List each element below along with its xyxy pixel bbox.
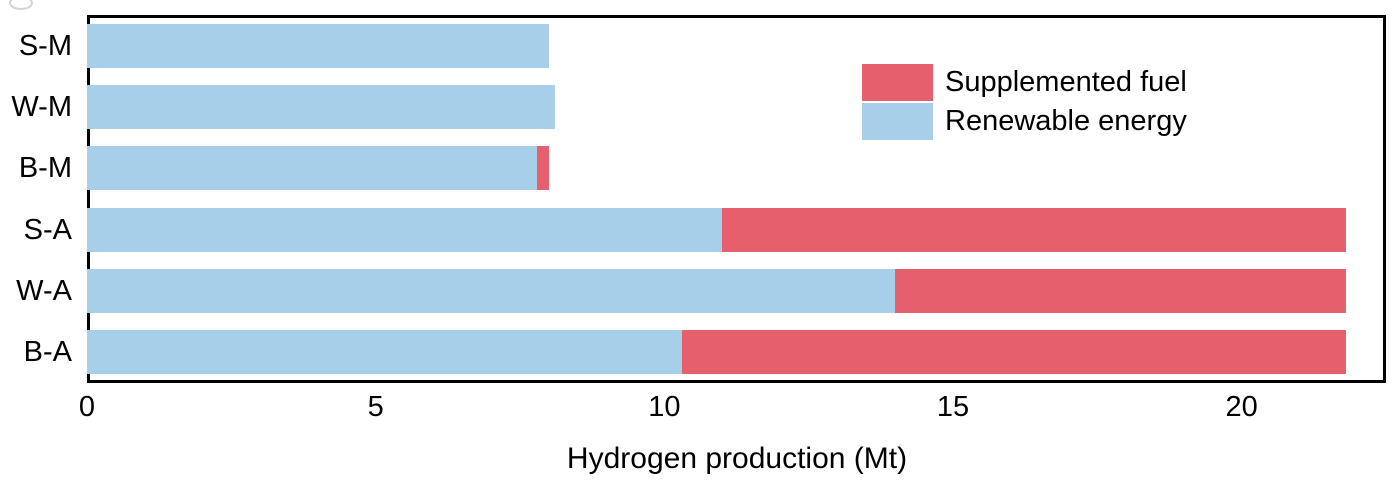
bar-segment-supplemented-fuel-w-a xyxy=(895,269,1346,313)
category-label-s-m: S-M xyxy=(18,29,72,62)
x-tick-label-20: 20 xyxy=(1225,391,1258,423)
legend-entry-renewable-energy: Renewable energy xyxy=(862,102,1187,141)
bar-segment-renewable-energy-s-m xyxy=(87,23,549,68)
bar-segment-supplemented-fuel-s-a xyxy=(722,207,1346,252)
legend-entry-supplemented-fuel: Supplemented fuel xyxy=(862,63,1187,102)
bar-segment-renewable-energy-w-a xyxy=(87,269,896,313)
bar-segment-renewable-energy-b-m xyxy=(87,146,538,191)
plot-area xyxy=(87,15,1386,383)
x-tick-label-5: 5 xyxy=(367,391,384,423)
cropped-panel-label xyxy=(9,0,33,10)
category-label-b-m: B-M xyxy=(18,152,72,185)
category-label-w-m: W-M xyxy=(11,91,72,123)
bar-segment-supplemented-fuel-b-m xyxy=(537,146,549,191)
x-axis-title: Hydrogen production (Mt) xyxy=(566,442,908,475)
legend-swatch-renewable-energy xyxy=(862,103,933,140)
category-label-s-a: S-A xyxy=(23,213,72,246)
bar-segment-supplemented-fuel-b-a xyxy=(681,330,1346,375)
category-label-b-a: B-A xyxy=(23,336,72,369)
legend-label-supplemented-fuel: Supplemented fuel xyxy=(945,66,1187,98)
category-label-w-a: W-A xyxy=(16,275,72,307)
bar-segment-renewable-energy-w-m xyxy=(87,85,555,129)
x-tick-label-15: 15 xyxy=(936,391,970,423)
x-tick-label-10: 10 xyxy=(648,391,681,423)
bar-segment-renewable-energy-b-a xyxy=(87,330,682,375)
x-tick-label-0: 0 xyxy=(78,391,96,423)
legend: Supplemented fuel Renewable energy xyxy=(862,63,1187,141)
bar-segment-renewable-energy-s-a xyxy=(87,207,723,252)
legend-label-renewable-energy: Renewable energy xyxy=(945,105,1187,137)
legend-swatch-supplemented-fuel xyxy=(862,64,933,101)
